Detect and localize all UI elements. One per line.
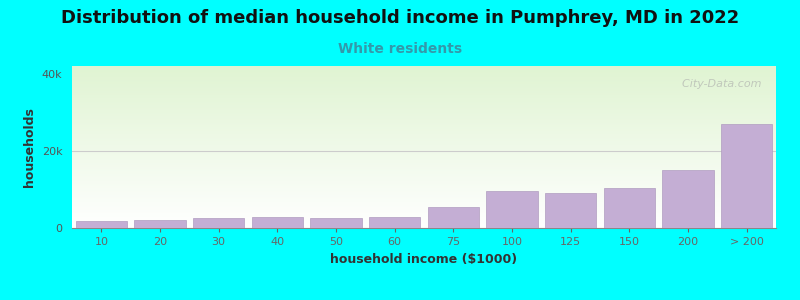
Bar [369, 217, 421, 228]
Bar [603, 188, 655, 228]
Bar [193, 218, 245, 228]
Bar [662, 170, 714, 228]
Bar [251, 217, 303, 228]
Bar [486, 191, 538, 228]
Bar [545, 193, 597, 228]
Y-axis label: households: households [23, 107, 36, 187]
Bar [75, 221, 127, 228]
Bar [721, 124, 773, 228]
Text: White residents: White residents [338, 42, 462, 56]
Bar [134, 220, 186, 228]
Text: Distribution of median household income in Pumphrey, MD in 2022: Distribution of median household income … [61, 9, 739, 27]
X-axis label: household income ($1000): household income ($1000) [330, 253, 518, 266]
Bar [427, 207, 479, 228]
Text: City-Data.com: City-Data.com [675, 79, 762, 89]
Bar [310, 218, 362, 228]
